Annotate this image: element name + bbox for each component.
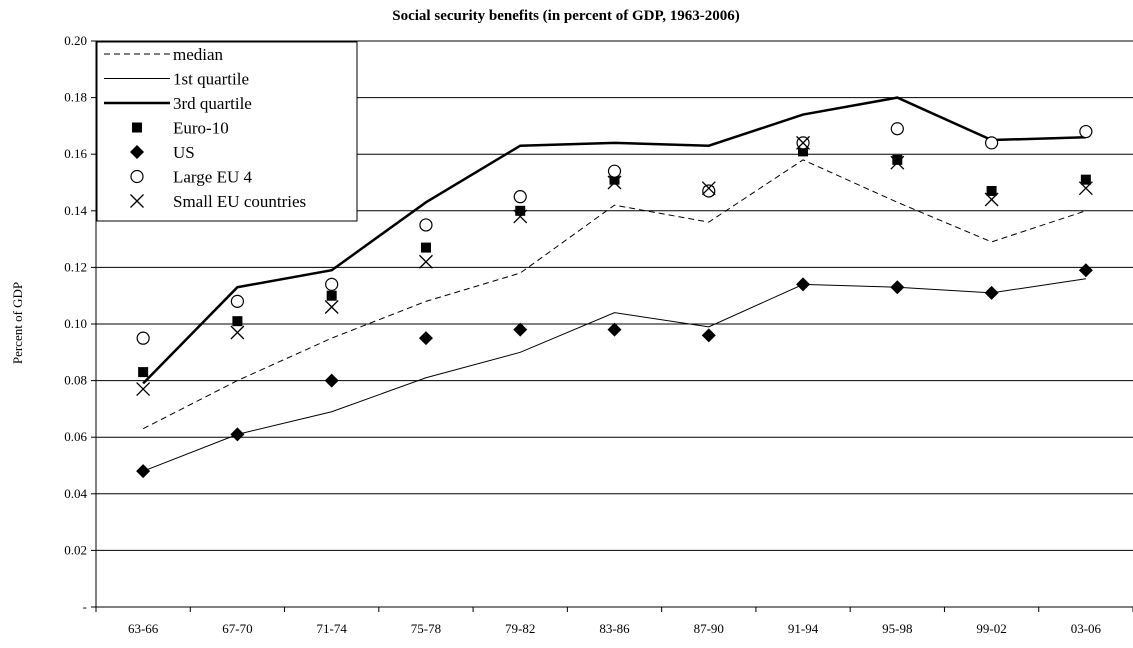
y-tick-label: 0.12 [64,259,87,274]
x-tick-label: 95-98 [882,621,912,636]
x-tick-label: 83-86 [599,621,630,636]
marker-large-eu-4 [230,294,245,308]
marker-euro-10 [138,367,149,378]
legend-label-us: US [173,143,195,162]
legend-label-small-eu-countries: Small EU countries [173,192,306,211]
series-line-median [142,159,1087,430]
marker-large-eu-4 [702,184,716,198]
series-line-3rd-quartile [142,96,1086,385]
series-markers [136,122,1093,479]
marker-us [796,277,811,292]
y-axis-label: Percent of GDP [10,282,25,364]
marker-euro-10 [609,174,620,185]
marker-euro-10 [326,290,337,301]
legend-swatch-small-eu-countries [130,194,144,208]
x-tick-label: 71-74 [317,621,348,636]
legend-label-1st-quartile: 1st quartile [173,70,249,89]
x-tick-label: 03-06 [1071,621,1102,636]
marker-small-eu-countries [796,135,811,150]
x-tick-label: 79-82 [505,621,535,636]
legend-swatch-large-eu-4 [130,169,144,184]
marker-us [1078,263,1093,278]
marker-euro-10 [515,205,526,216]
marker-small-eu-countries [984,192,999,207]
marker-small-eu-countries [513,209,528,224]
x-tick-label: 75-78 [411,621,441,636]
y-tick-label: - [83,599,87,614]
chart-title: Social security benefits (in percent of … [392,8,739,24]
marker-large-eu-4 [607,164,622,178]
marker-euro-10 [798,146,809,157]
marker-large-eu-4 [1079,124,1093,139]
marker-euro-10 [986,185,997,196]
marker-small-eu-countries [701,181,716,196]
marker-us [984,285,999,300]
marker-large-eu-4 [513,190,527,204]
marker-us [890,280,905,295]
y-tick-label: 0.20 [64,33,87,48]
marker-small-eu-countries [230,325,245,340]
legend-swatch-us [130,145,144,159]
legend-swatch-euro-10 [132,122,142,133]
marker-small-eu-countries [418,254,433,269]
y-tick-label: 0.16 [64,146,87,161]
marker-small-eu-countries [890,155,905,170]
marker-small-eu-countries [136,382,151,397]
marker-large-eu-4 [890,122,904,136]
marker-us [418,331,433,346]
x-tick-label: 99-02 [976,621,1006,636]
marker-large-eu-4 [419,218,433,232]
marker-us [136,464,151,479]
y-tick-label: 0.02 [64,542,87,557]
series-lines [142,96,1087,472]
marker-euro-10 [232,316,243,327]
y-tick-label: 0.04 [64,486,87,501]
y-tick-label: 0.08 [64,373,87,388]
marker-us [701,328,716,343]
marker-small-eu-countries [324,300,339,314]
y-tick-label: 0.18 [64,90,87,105]
legend-label-large-eu-4: Large EU 4 [173,168,252,187]
marker-large-eu-4 [136,331,150,345]
axes: - 0.02 0.04 0.06 0.08 0.10 0.12 0.14 0.16 0.18 0.2… [64,33,1133,636]
marker-large-eu-4 [325,277,339,291]
x-tick-label: 63-66 [128,621,159,636]
x-tick-label: 67-70 [222,621,252,636]
marker-small-eu-countries [1078,181,1093,196]
marker-euro-10 [1080,174,1091,185]
marker-euro-10 [420,242,431,253]
y-tick-label: 0.06 [64,429,87,444]
marker-us [513,322,528,337]
marker-large-eu-4 [984,136,999,150]
legend-label-median: median [173,45,224,64]
series-line-1st-quartile [142,278,1086,472]
marker-small-eu-countries [607,175,622,190]
legend: median 1st quartile 3rd quartile Euro-10 US L… [96,41,358,222]
y-tick-label: 0.14 [64,203,87,218]
x-tick-label: 87-90 [694,621,724,636]
marker-us [324,373,339,388]
marker-euro-10 [892,154,903,165]
x-tick-label: 91-94 [788,621,819,636]
legend-label-3rd-quartile: 3rd quartile [173,94,252,113]
legend-label-euro-10: Euro-10 [173,119,229,138]
y-tick-label: 0.10 [64,316,87,331]
marker-us [607,322,622,337]
marker-us [230,427,245,442]
